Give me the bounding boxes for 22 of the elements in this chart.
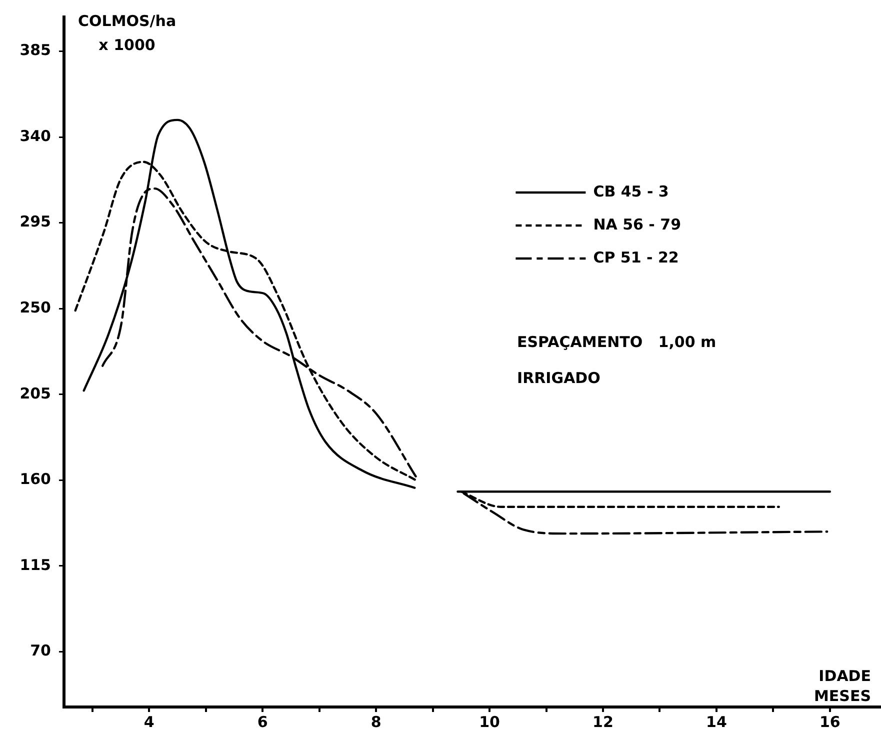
- legend-label: CP 51 - 22: [593, 248, 679, 266]
- y-tick-label: 160: [20, 470, 51, 488]
- y-tick-label: 205: [20, 384, 51, 402]
- y-tick-label: 340: [20, 126, 51, 145]
- x-tick-label: 16: [820, 712, 840, 731]
- y-tick-label: 250: [20, 298, 51, 317]
- x-tick-label: 6: [257, 712, 268, 731]
- x-tick-label: 8: [370, 712, 382, 731]
- legend-label: CB 45 - 3: [593, 182, 669, 200]
- annotation: IRRIGADO: [517, 368, 600, 387]
- x-axis-title: IDADE MESES: [814, 666, 871, 705]
- x-tick-label: 12: [592, 712, 614, 731]
- annotation: ESPAÇAMENTO 1,00 m: [517, 332, 716, 351]
- x-tick-label: 14: [706, 712, 727, 731]
- x-tick-label: 10: [479, 712, 500, 731]
- y-tick-label: 295: [20, 212, 51, 231]
- y-tick-label: 385: [20, 41, 51, 60]
- y-tick-label: 115: [20, 556, 51, 574]
- y-tick-label: 70: [30, 642, 51, 660]
- legend-label: NA 56 - 79: [593, 215, 682, 234]
- y-axis-title: COLMOS/ha x 1000: [78, 12, 176, 54]
- x-tick-label: 4: [144, 712, 154, 731]
